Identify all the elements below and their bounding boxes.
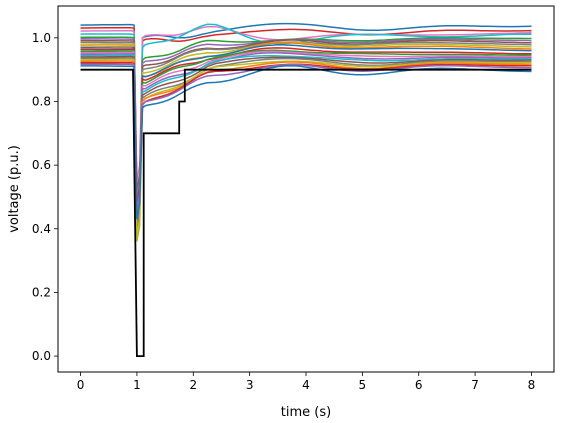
voltage-series-line	[80, 55, 532, 207]
x-axis: 0 1 2 3 4 5 6 7 8	[77, 372, 536, 392]
x-tick-label: 8	[528, 378, 536, 392]
series-layer	[80, 22, 532, 242]
voltage-series-line	[80, 26, 532, 204]
voltage-series-line	[80, 41, 532, 236]
x-tick-label: 4	[302, 378, 310, 392]
x-tick-label: 7	[471, 378, 479, 392]
x-tick-label: 0	[77, 378, 85, 392]
voltage-series-line	[80, 44, 532, 217]
x-axis-label: time (s)	[281, 405, 331, 420]
voltage-series-line	[80, 63, 532, 210]
y-tick-label: 0.6	[32, 158, 51, 172]
x-tick-label: 3	[246, 378, 254, 392]
voltage-series-line	[80, 47, 532, 198]
voltage-series-line	[80, 49, 532, 220]
y-tick-label: 1.0	[32, 31, 51, 45]
x-tick-label: 6	[415, 378, 423, 392]
y-tick-label: 0.4	[32, 222, 51, 236]
voltage-series-line	[80, 57, 532, 198]
x-tick-label: 1	[133, 378, 141, 392]
y-tick-label: 0.8	[32, 94, 51, 108]
voltage-series-line	[80, 54, 532, 214]
y-tick-label: 0.2	[32, 285, 51, 299]
reference-voltage-line	[80, 68, 532, 357]
reference-layer	[80, 68, 532, 357]
x-tick-label: 5	[359, 378, 367, 392]
y-axis-label: voltage (p.u.)	[7, 145, 22, 233]
voltage-series-line	[80, 39, 532, 191]
x-tick-label: 2	[189, 378, 197, 392]
voltage-series-line	[80, 52, 532, 226]
voltage-series-line	[80, 50, 532, 201]
y-axis: 0.0 0.2 0.4 0.6 0.8 1.0	[32, 31, 58, 363]
voltage-series-line	[80, 60, 532, 217]
y-tick-label: 0.0	[32, 349, 51, 363]
voltage-series-line	[80, 65, 532, 220]
